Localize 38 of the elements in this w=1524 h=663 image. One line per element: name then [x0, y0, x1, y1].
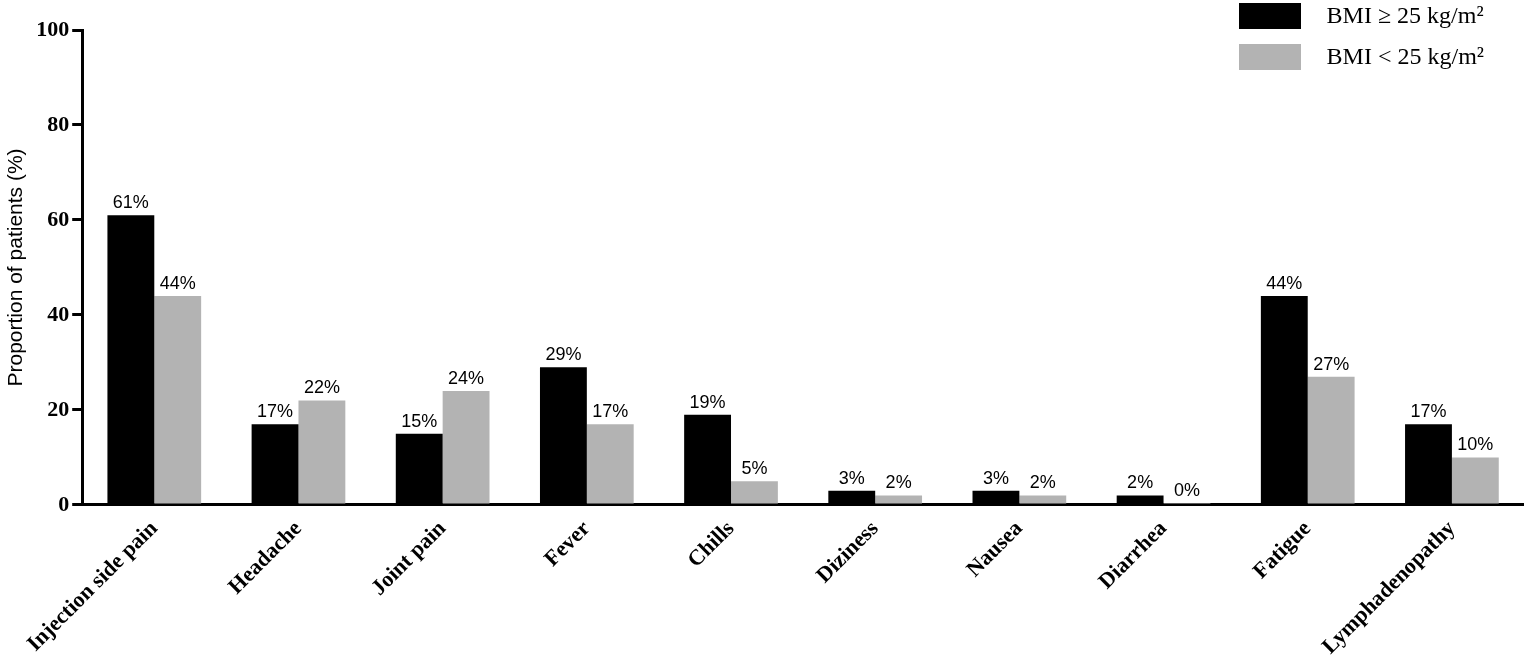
- data-label: 3%: [982, 467, 1009, 488]
- y-axis-title: Proportion of patients (%): [3, 148, 27, 387]
- legend-label: BMI < 25 kg/m²: [1326, 43, 1484, 70]
- y-tick-label: 40: [47, 300, 70, 326]
- bar: [875, 495, 923, 504]
- data-label: 22%: [303, 377, 340, 398]
- y-tick-label: 0: [58, 490, 70, 516]
- data-label: 2%: [1029, 472, 1056, 493]
- data-label: 44%: [1266, 272, 1303, 293]
- data-label: 3%: [838, 467, 865, 488]
- bar: [586, 424, 634, 504]
- bar: [154, 295, 202, 504]
- bar: [1307, 376, 1355, 504]
- data-label: 17%: [257, 401, 294, 422]
- y-tick-label: 100: [36, 15, 70, 41]
- y-tick-label: 60: [47, 205, 70, 231]
- data-label: 27%: [1313, 353, 1350, 374]
- bar: [298, 400, 346, 504]
- bar: [1019, 495, 1067, 504]
- data-label: 61%: [112, 192, 149, 213]
- data-label: 2%: [1127, 472, 1154, 493]
- bar: [442, 390, 490, 504]
- data-label: 44%: [159, 272, 196, 293]
- data-label: 5%: [741, 458, 768, 479]
- data-label: 24%: [448, 367, 485, 388]
- data-label: 19%: [689, 391, 726, 412]
- data-label: 15%: [401, 410, 438, 431]
- data-label: 0%: [1173, 479, 1200, 500]
- bar: [731, 481, 778, 504]
- data-label: 17%: [1410, 401, 1447, 422]
- data-label: 10%: [1457, 434, 1494, 455]
- data-label: 2%: [885, 472, 912, 493]
- bar: [1451, 457, 1499, 504]
- y-tick-label: 20: [47, 395, 70, 421]
- data-label: 29%: [545, 344, 582, 365]
- y-tick-label: 80: [47, 110, 70, 136]
- legend-label: BMI ≥ 25 kg/m²: [1326, 2, 1484, 29]
- data-label: 17%: [592, 401, 629, 422]
